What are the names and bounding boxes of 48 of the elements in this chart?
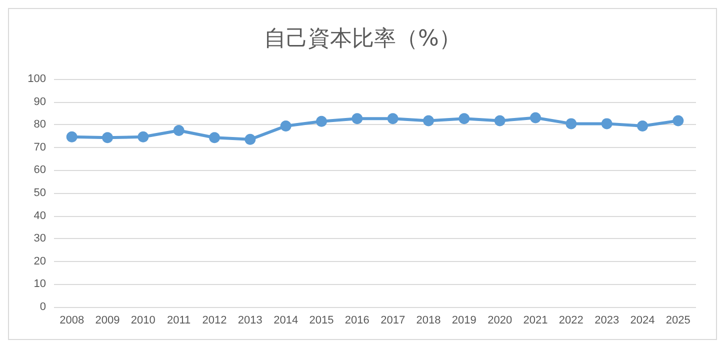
point: [672, 115, 684, 126]
x-tick-label: 2020: [488, 314, 512, 326]
x-tick-label: 2016: [344, 314, 370, 326]
x-tick-label: 2017: [380, 314, 406, 326]
point: [458, 113, 470, 124]
y-tick-label: 90: [34, 96, 46, 108]
point: [530, 112, 541, 124]
x-tick-label: 2008: [60, 314, 84, 326]
point: [209, 132, 220, 144]
point: [601, 118, 612, 130]
x-tick-label: 2019: [452, 314, 476, 326]
y-tick-label: 70: [34, 141, 46, 154]
x-tick-label: 2011: [167, 314, 191, 326]
point: [387, 113, 398, 124]
point: [423, 115, 434, 126]
x-tick-label: 2010: [130, 314, 156, 326]
x-tick-label: 2022: [558, 314, 584, 326]
y-tick-label: 60: [34, 164, 46, 176]
point: [494, 115, 506, 126]
point: [173, 125, 184, 136]
y-tick-label: 10: [34, 278, 46, 290]
x-tick-label: 2024: [630, 314, 655, 326]
point: [280, 120, 292, 132]
y-tick-label: 50: [34, 187, 46, 199]
point: [244, 134, 256, 145]
y-tick-label: 20: [34, 255, 46, 268]
x-tick-label: 2015: [309, 314, 334, 326]
x-tick-label: 2018: [416, 314, 441, 326]
y-tick-label: 100: [28, 73, 46, 85]
x-tick-label: 2013: [238, 314, 262, 326]
point: [352, 113, 363, 124]
x-tick-label: 2009: [95, 314, 120, 326]
x-tick-label: 2023: [594, 314, 620, 326]
x-tick-label: 2025: [666, 314, 690, 326]
point: [316, 116, 327, 127]
y-tick-label: 40: [34, 210, 46, 222]
point: [102, 132, 113, 144]
x-tick-label: 2012: [202, 314, 227, 326]
x-tick-label: 2014: [274, 314, 298, 326]
x-tick-label: 2021: [523, 314, 548, 326]
y-tick-label: 30: [34, 232, 46, 245]
point: [138, 131, 149, 142]
y-tick-label: 80: [34, 118, 46, 131]
point: [637, 120, 648, 132]
point: [66, 131, 78, 142]
y-tick-label: 0: [40, 301, 46, 313]
point: [566, 118, 577, 130]
chart-title: 自己資本比率（%）: [264, 26, 461, 52]
